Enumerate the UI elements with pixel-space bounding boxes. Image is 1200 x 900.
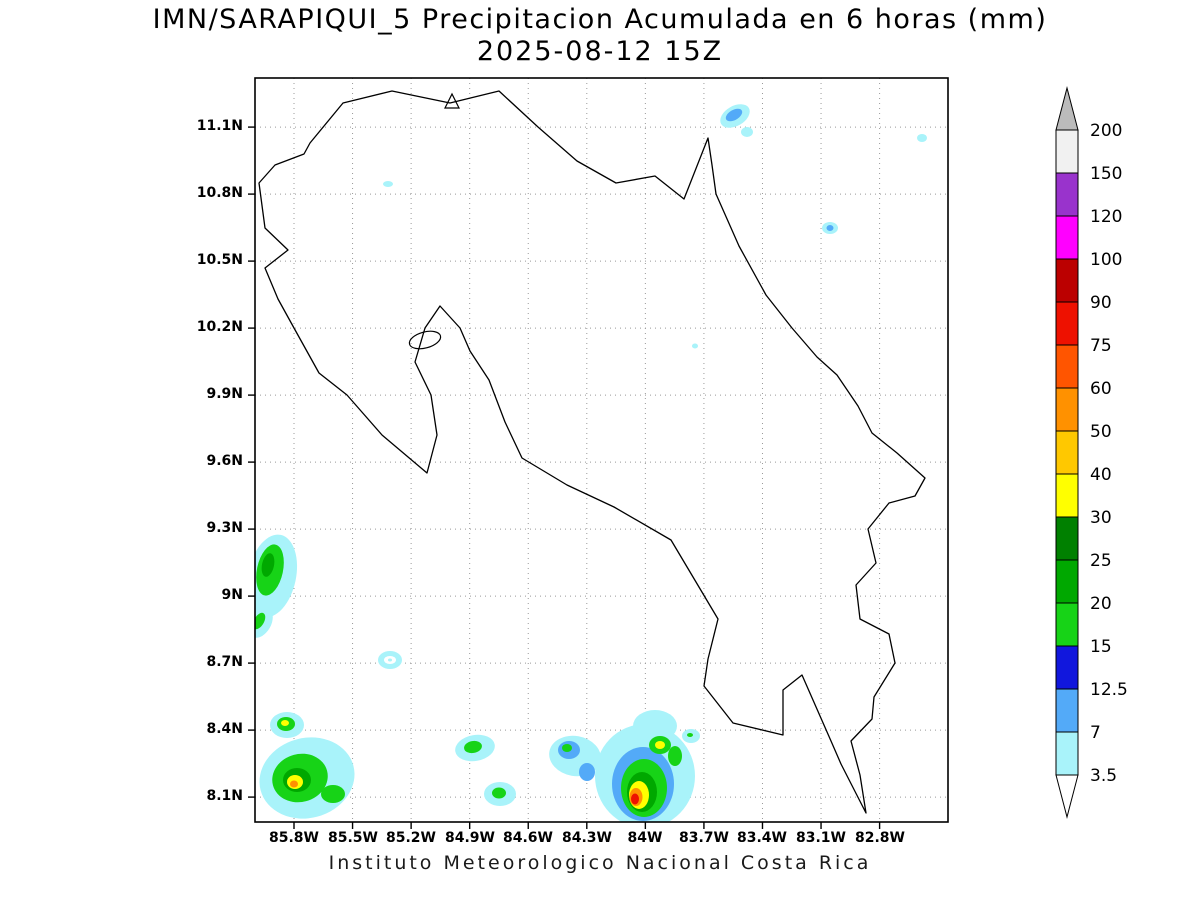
colorbar-label: 50 bbox=[1090, 422, 1112, 442]
lon-tick-label: 82.8W bbox=[855, 830, 905, 846]
lon-tick-label: 84W bbox=[627, 830, 663, 846]
lon-tick-label: 84.6W bbox=[503, 830, 553, 846]
coastline-group bbox=[258, 90, 926, 814]
colorbar-label: 90 bbox=[1090, 293, 1112, 313]
colorbar-segment bbox=[1055, 559, 1079, 604]
lat-tick-label: 8.4N bbox=[206, 721, 243, 737]
colorbar-segment bbox=[1055, 516, 1079, 561]
colorbar-label: 60 bbox=[1090, 379, 1112, 399]
lon-tick-label: 84.9W bbox=[445, 830, 495, 846]
lon-tick-label: 85.2W bbox=[386, 830, 436, 846]
colorbar-segment bbox=[1055, 387, 1079, 432]
precip-blob bbox=[562, 744, 572, 752]
colorbar-segment bbox=[1055, 731, 1079, 776]
lat-tick-label: 8.7N bbox=[206, 654, 243, 670]
precip-blob bbox=[492, 787, 506, 799]
lon-tick-label: 83.4W bbox=[737, 830, 787, 846]
precip-blob bbox=[464, 740, 482, 754]
lat-tick-label: 10.5N bbox=[196, 252, 243, 268]
lon-tick-label: 84.3W bbox=[562, 830, 612, 846]
precip-blob bbox=[917, 134, 927, 142]
colorbar-label: 30 bbox=[1090, 508, 1112, 528]
colorbar-segment bbox=[1055, 215, 1079, 260]
lat-tick-label: 9.9N bbox=[206, 386, 243, 402]
colorbar-label: 200 bbox=[1090, 121, 1122, 141]
coastline bbox=[258, 90, 926, 814]
colorbar-segment bbox=[1055, 430, 1079, 475]
colorbar-label: 120 bbox=[1090, 207, 1122, 227]
colorbar-segment bbox=[1055, 301, 1079, 346]
precip-blob bbox=[725, 108, 743, 122]
precip-blob bbox=[383, 181, 393, 187]
lat-tick-label: 9.6N bbox=[206, 453, 243, 469]
lake-island-triangle bbox=[444, 92, 460, 109]
colorbar-segment bbox=[1055, 172, 1079, 217]
lat-tick-label: 11.1N bbox=[196, 118, 243, 134]
precip-blob bbox=[261, 553, 275, 577]
precip-blob bbox=[668, 746, 682, 766]
map-plot bbox=[248, 77, 949, 829]
lon-tick-label: 85.5W bbox=[328, 830, 378, 846]
colorbar-label: 7 bbox=[1090, 723, 1101, 743]
precip-blob bbox=[281, 720, 289, 726]
colorbar-segment bbox=[1055, 129, 1079, 174]
colorbar-segment bbox=[1055, 602, 1079, 647]
precip-blob bbox=[741, 127, 753, 137]
grid-lines bbox=[255, 78, 948, 822]
colorbar-label: 100 bbox=[1090, 250, 1122, 270]
precip-blob bbox=[633, 710, 677, 742]
lat-tick-label: 9N bbox=[221, 587, 243, 603]
colorbar-segment bbox=[1055, 645, 1079, 690]
lon-tick-label: 85.8W bbox=[269, 830, 319, 846]
plot-border bbox=[254, 77, 949, 823]
colorbar-label: 15 bbox=[1090, 637, 1112, 657]
colorbar-segment bbox=[1055, 344, 1079, 389]
colorbar-label: 3.5 bbox=[1090, 766, 1117, 786]
colorbar: 3.5 7 12.5 15 20 25 30 40 50 60 75 90 100 120 150 200 bbox=[1055, 86, 1128, 819]
axis-ticks bbox=[248, 126, 881, 829]
colorbar-label: 12.5 bbox=[1090, 680, 1128, 700]
lat-tick-label: 10.8N bbox=[196, 185, 243, 201]
colorbar-label: 20 bbox=[1090, 594, 1112, 614]
precip-blob bbox=[687, 733, 693, 737]
lat-tick-label: 10.2N bbox=[196, 319, 243, 335]
colorbar-under-arrow bbox=[1055, 774, 1079, 819]
precip-blob bbox=[321, 785, 345, 803]
colorbar-label: 150 bbox=[1090, 164, 1122, 184]
precip-blob bbox=[826, 225, 834, 231]
colorbar-segment bbox=[1055, 688, 1079, 733]
precip-blob bbox=[290, 780, 298, 788]
page-subtitle-datetime: 2025-08-12 15Z bbox=[476, 36, 724, 67]
colorbar-label: 40 bbox=[1090, 465, 1112, 485]
chira-island bbox=[408, 330, 442, 350]
colorbar-label: 75 bbox=[1090, 336, 1112, 356]
lon-tick-label: 83.7W bbox=[679, 830, 729, 846]
precipitation-shading bbox=[255, 104, 927, 822]
precip-blob bbox=[255, 612, 266, 630]
page-title: IMN/SARAPIQUI_5 Precipitacion Acumulada … bbox=[152, 4, 1048, 35]
precip-blob bbox=[692, 343, 698, 349]
lon-tick-label: 83.1W bbox=[796, 830, 846, 846]
precip-blob bbox=[388, 658, 392, 662]
footer-caption: Instituto Meteorologico Nacional Costa R… bbox=[328, 852, 872, 874]
lat-tick-label: 9.3N bbox=[206, 520, 243, 536]
precip-blob bbox=[655, 741, 665, 749]
colorbar-over-arrow bbox=[1055, 86, 1079, 131]
lat-tick-label: 8.1N bbox=[206, 788, 243, 804]
precip-blob bbox=[579, 763, 595, 781]
precip-blob bbox=[631, 793, 639, 805]
colorbar-label: 25 bbox=[1090, 551, 1112, 571]
colorbar-segment bbox=[1055, 473, 1079, 518]
colorbar-segment bbox=[1055, 258, 1079, 303]
